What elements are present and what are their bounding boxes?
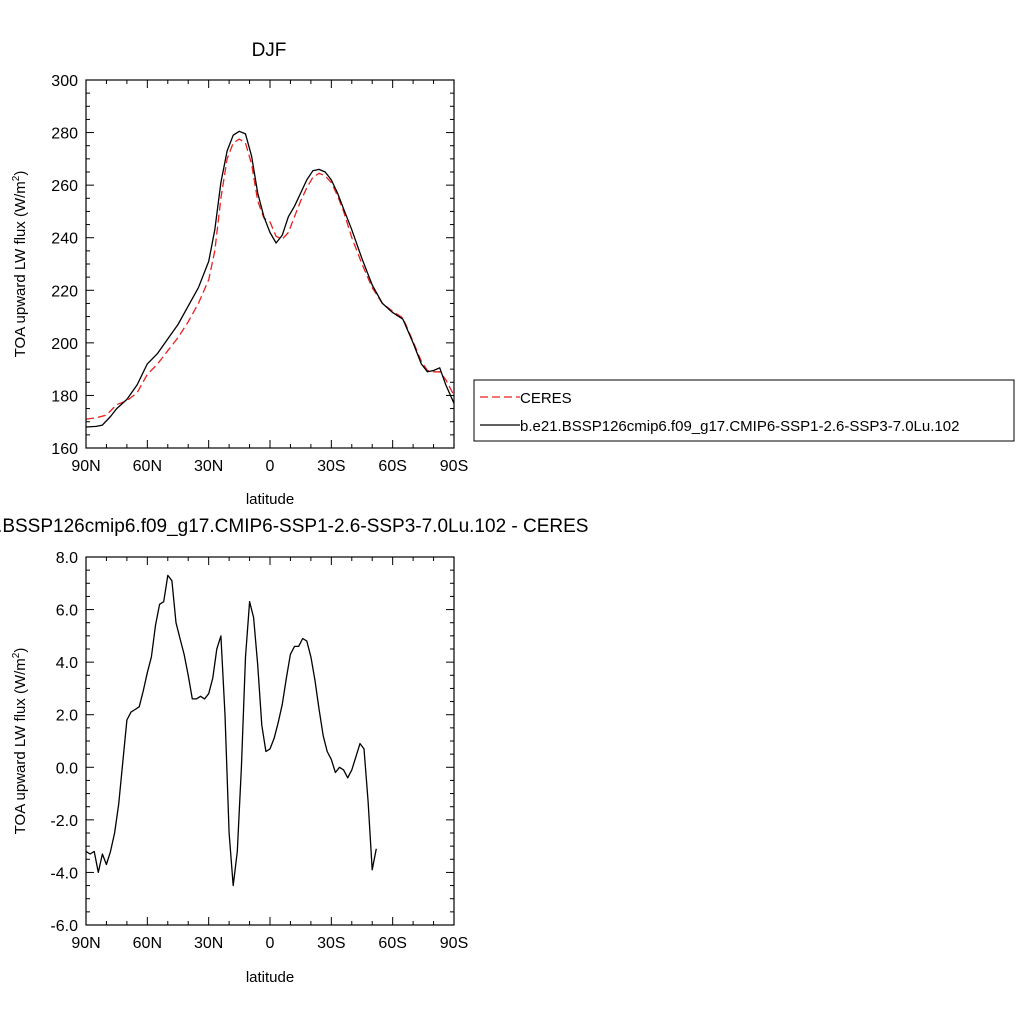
x-tick-label: 90S <box>440 935 468 952</box>
top-panel: DJF 90N 60N 30N 0 30S 60S 90S 160 180 200 220 240 26… <box>11 40 1015 508</box>
y-tick-label: 0.0 <box>56 760 78 777</box>
x-tick-label: 30S <box>317 935 345 952</box>
y-tick-label: 160 <box>51 441 78 458</box>
y-tick-label: 300 <box>51 73 78 90</box>
y-tick-label: -4.0 <box>50 865 78 882</box>
legend-entry-model: b.e21.BSSP126cmip6.f09_g17.CMIP6-SSP1-2.… <box>520 418 959 435</box>
y-tick-label: 280 <box>51 126 78 143</box>
x-axis-label: latitude <box>246 491 294 508</box>
y-tick-label: 220 <box>51 283 78 300</box>
y-tick-label: -6.0 <box>50 918 78 935</box>
x-tick-label: 60N <box>133 458 162 475</box>
legend-entry-ceres: CERES <box>520 390 572 407</box>
x-tick-label: 90N <box>71 458 100 475</box>
x-tick-label: 30S <box>317 458 345 475</box>
series-line-1 <box>85 574 377 887</box>
x-tick-label: 90N <box>71 935 100 952</box>
difference-x-axis-label: latitude <box>246 969 294 986</box>
chart-title: DJF <box>252 40 287 61</box>
series-line-1 <box>85 138 455 420</box>
difference-y-axis-label: TOA upward LW flux (W/m2) <box>11 648 29 835</box>
bottom-panel: b.e21.BSSP126cmip6.f09_g17.CMIP6-SSP1-2.… <box>0 516 588 986</box>
x-tick-label: 60S <box>378 458 406 475</box>
x-tick-label: 0 <box>266 935 275 952</box>
x-tick-label: 90S <box>440 458 468 475</box>
x-tick-label: 30N <box>194 935 223 952</box>
y-tick-label: 200 <box>51 336 78 353</box>
y-tick-label: 260 <box>51 178 78 195</box>
legend: CERES b.e21.BSSP126cmip6.f09_g17.CMIP6-S… <box>473 379 1015 442</box>
y-axis-label: TOA upward LW flux (W/m2) <box>11 171 29 358</box>
y-tick-label: 6.0 <box>56 603 78 620</box>
x-tick-label: 0 <box>266 458 275 475</box>
difference-plot-frame <box>85 556 455 926</box>
x-tick-label: 30N <box>194 458 223 475</box>
y-tick-label: 180 <box>51 388 78 405</box>
y-tick-label: 240 <box>51 231 78 248</box>
legend-box <box>473 379 1015 442</box>
series-line-2 <box>85 130 455 428</box>
y-tick-label: 8.0 <box>56 550 78 567</box>
y-tick-label: -2.0 <box>50 813 78 830</box>
x-tick-label: 60S <box>378 935 406 952</box>
y-tick-label: 4.0 <box>56 655 78 672</box>
difference-chart-title: b.e21.BSSP126cmip6.f09_g17.CMIP6-SSP1-2.… <box>0 516 588 537</box>
y-tick-label: 2.0 <box>56 708 78 725</box>
x-tick-label: 60N <box>133 935 162 952</box>
plot-frame <box>85 79 455 449</box>
